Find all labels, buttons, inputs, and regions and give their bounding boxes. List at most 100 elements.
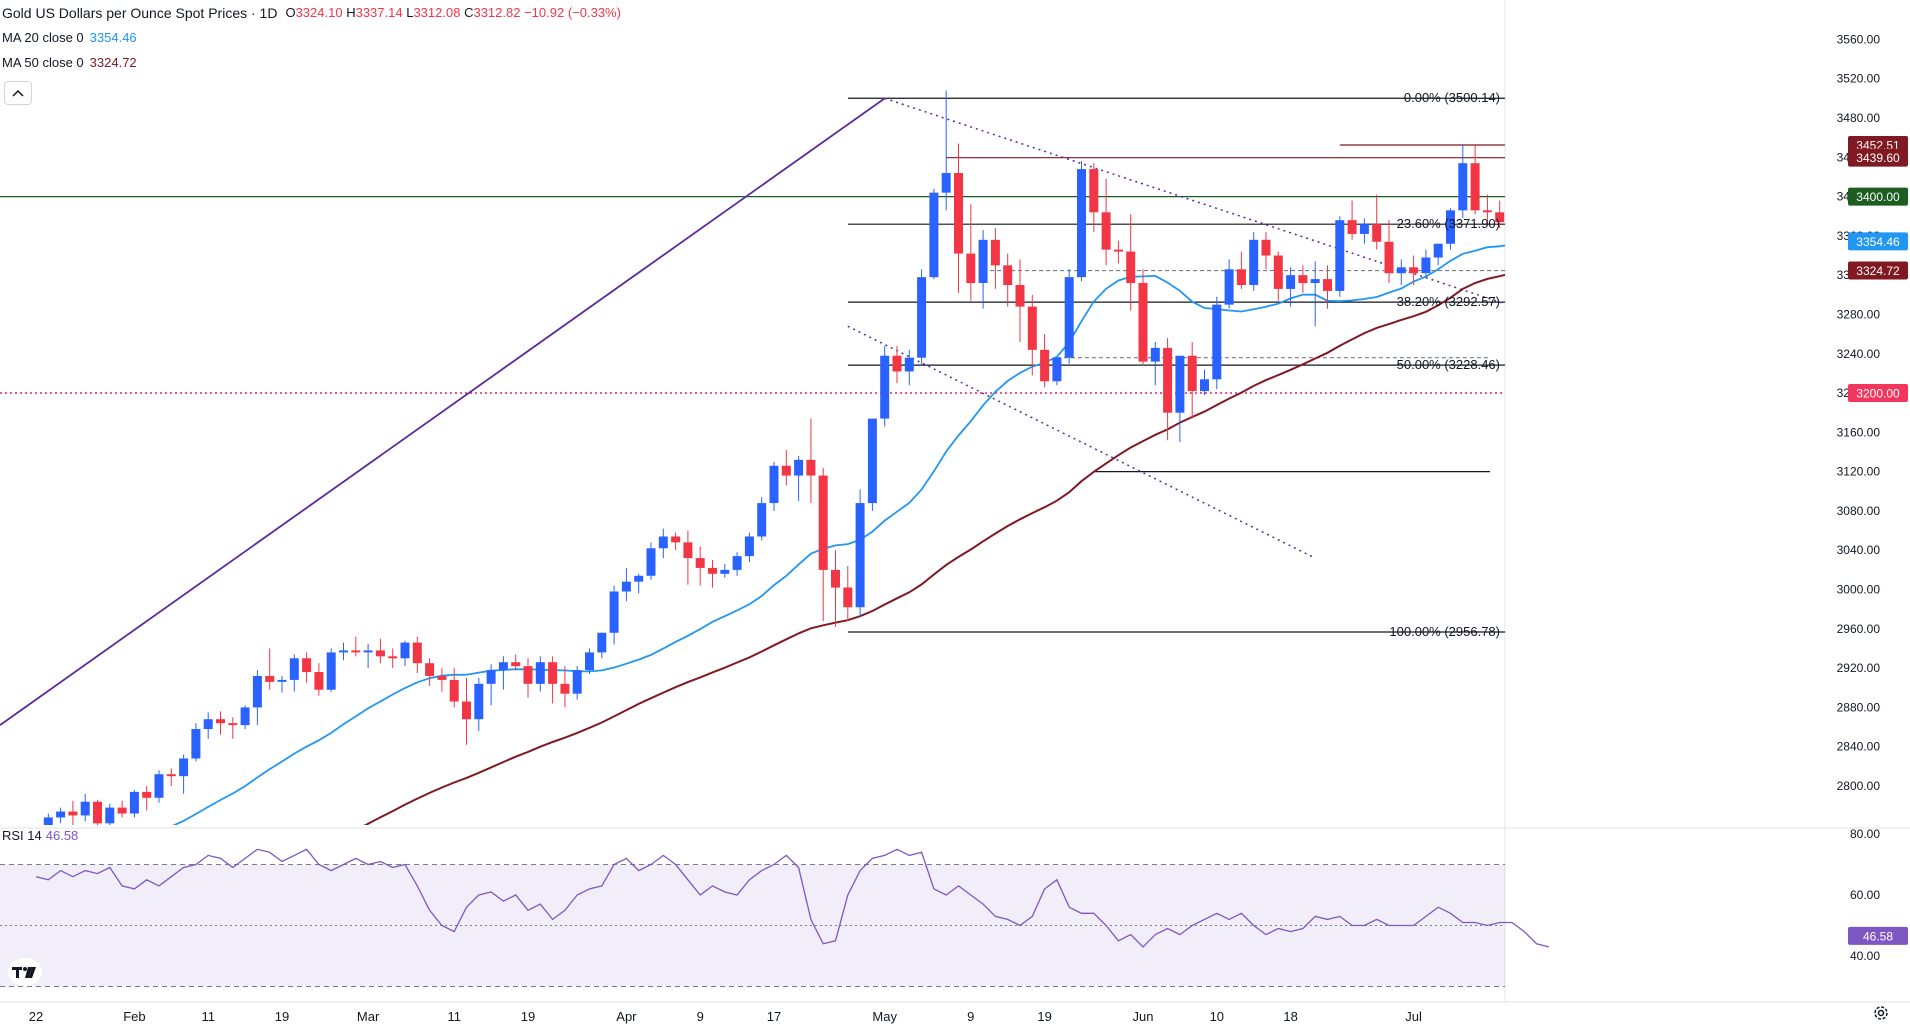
candle xyxy=(904,349,914,386)
candle xyxy=(486,664,496,706)
candle-body xyxy=(1544,220,1553,230)
price-tick-label: 3080.00 xyxy=(1837,504,1881,518)
time-tick-label: 9 xyxy=(967,1009,974,1024)
axis-price-label-3: 3354.46 xyxy=(1848,232,1908,251)
candle xyxy=(732,552,742,576)
candle-body xyxy=(966,253,976,284)
candle xyxy=(1249,231,1259,291)
candle xyxy=(818,467,828,621)
candle xyxy=(1569,258,1578,283)
fib-label-0: 0.00% (3500.14) xyxy=(1404,90,1500,105)
candle-body xyxy=(535,662,545,684)
candle xyxy=(474,677,484,731)
candle xyxy=(572,666,582,700)
time-tick-label: Mar xyxy=(357,1009,380,1024)
price-tick-label: 3280.00 xyxy=(1837,307,1881,321)
tradingview-logo-icon[interactable] xyxy=(8,958,42,986)
time-tick-label: Apr xyxy=(616,1009,637,1024)
fib-label-4: 100.00% (2956.78) xyxy=(1389,624,1500,639)
candle-body xyxy=(1113,249,1123,252)
candle-body xyxy=(1482,210,1492,213)
rsi-axis-label-bg xyxy=(1848,926,1908,945)
time-tick-label: 22 xyxy=(29,1009,43,1024)
fib-label-1: 23.60% (3371.90) xyxy=(1397,216,1500,231)
time-tick-label: 11 xyxy=(201,1009,215,1024)
candle xyxy=(1446,208,1455,250)
candle-body xyxy=(683,542,693,559)
candle xyxy=(831,550,840,627)
candle xyxy=(917,269,927,366)
candle xyxy=(1150,341,1160,386)
candle-body xyxy=(1470,163,1480,211)
candle xyxy=(560,666,570,708)
candle xyxy=(744,532,754,563)
candle-body xyxy=(179,758,189,777)
candle-body xyxy=(216,719,225,724)
candle-body xyxy=(1347,220,1357,234)
candle xyxy=(437,668,447,692)
ma50-legend[interactable]: MA 50 close 0 3324.72 xyxy=(2,54,137,70)
candle-body xyxy=(1372,224,1382,242)
candle xyxy=(867,418,877,511)
price-tick-label: 3560.00 xyxy=(1837,32,1881,46)
axis-price-label-text: 3324.72 xyxy=(1856,264,1900,278)
chart-settings-gear-icon[interactable] xyxy=(1872,1004,1890,1027)
candle xyxy=(142,786,152,811)
fib-label-3: 50.00% (3228.46) xyxy=(1397,357,1500,372)
candle xyxy=(1077,161,1086,282)
candle xyxy=(1323,265,1332,309)
candle xyxy=(855,489,865,618)
candle-body xyxy=(1027,306,1037,350)
axis-price-label-text: 3200.00 xyxy=(1856,387,1900,401)
rsi-axis-label-text: 46.58 xyxy=(1863,929,1893,943)
candle xyxy=(129,789,139,818)
candle-body xyxy=(252,675,262,708)
candle xyxy=(1409,255,1419,285)
candle xyxy=(43,813,53,825)
candle xyxy=(1286,267,1296,307)
candle-body xyxy=(1175,355,1185,413)
rsi-legend[interactable]: RSI 14 46.58 xyxy=(2,828,79,843)
candle xyxy=(941,90,951,211)
tv-logo-mark xyxy=(12,967,36,978)
candle xyxy=(892,345,902,384)
ohlc-readout: O3324.10 H3337.14 L3312.08 C3312.82 −10.… xyxy=(285,4,621,20)
gear-icon xyxy=(1874,1006,1888,1020)
candle xyxy=(1273,251,1283,301)
candle xyxy=(511,654,521,671)
candle-body xyxy=(203,719,213,730)
candle xyxy=(1212,296,1222,390)
candle xyxy=(1089,163,1099,232)
candle xyxy=(449,668,459,708)
time-tick-label: Jun xyxy=(1133,1009,1154,1024)
candle-body xyxy=(1015,285,1025,307)
candle xyxy=(1138,269,1148,366)
time-tick-label: Feb xyxy=(123,1009,145,1024)
candle xyxy=(1384,220,1394,284)
candle xyxy=(1482,194,1492,227)
candle xyxy=(1200,369,1209,396)
candle xyxy=(1359,218,1369,244)
price-tick-label: 2880.00 xyxy=(1837,700,1881,714)
candle-body xyxy=(93,801,102,824)
price-tick-label: 2800.00 xyxy=(1837,779,1881,793)
collapse-legend-button[interactable] xyxy=(4,81,32,105)
candle-body xyxy=(1163,347,1173,413)
candle-body xyxy=(240,707,250,726)
candle-body xyxy=(708,567,717,574)
candle xyxy=(929,188,939,280)
candle-body xyxy=(1359,224,1369,234)
candle xyxy=(1298,265,1308,293)
candle-body xyxy=(585,652,594,671)
candle xyxy=(375,638,385,664)
ma20-legend[interactable]: MA 20 close 0 3354.46 xyxy=(2,29,137,45)
symbol-title[interactable]: Gold US Dollars per Ounce Spot Prices · … xyxy=(2,4,278,21)
change-readout: −10.92 (−0.33%) xyxy=(524,4,621,20)
axis-price-label-bg xyxy=(1848,232,1908,251)
candle-body xyxy=(1495,212,1505,223)
candle xyxy=(117,800,127,818)
candle-body xyxy=(1384,241,1394,274)
candle xyxy=(621,567,631,602)
candle-body xyxy=(572,670,582,694)
